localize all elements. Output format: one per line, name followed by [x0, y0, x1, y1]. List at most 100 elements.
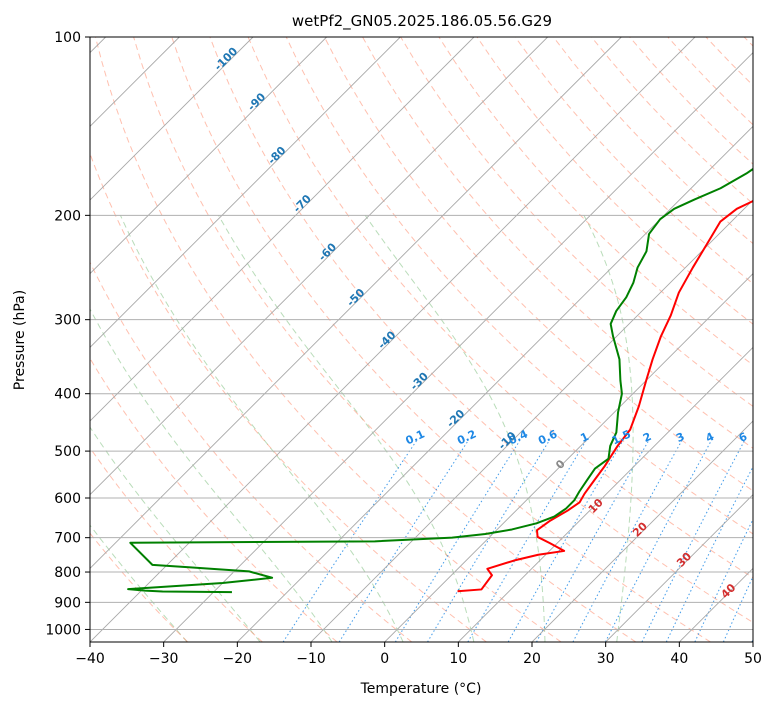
isotherm-line — [90, 37, 254, 201]
dry-adiabat-line — [438, 37, 753, 366]
isotherm-line — [90, 37, 327, 275]
isotherm-line — [90, 37, 548, 496]
dry-adiabat-line — [94, 37, 562, 642]
isotherm-line — [752, 641, 753, 642]
isotherm-label: -30 — [408, 370, 431, 393]
mixing-ratio-line — [641, 440, 745, 642]
mixing-ratio-label: 0.6 — [536, 427, 559, 447]
moist-adiabat-line — [90, 308, 333, 642]
mixing-ratio-line — [467, 440, 587, 642]
mixing-ratio-label: 4 — [704, 430, 717, 445]
dry-adiabat-line — [552, 37, 753, 245]
isotherm-line — [163, 52, 753, 642]
dry-adiabat-line — [171, 37, 711, 642]
isobars — [90, 37, 753, 630]
moist-adiabat-line — [583, 215, 634, 642]
y-tick-label: 500 — [54, 444, 81, 460]
mixing-ratio-label: 8 — [759, 430, 771, 445]
x-tick-label: −40 — [75, 651, 105, 667]
x-tick-label: −30 — [149, 651, 179, 667]
mixing-ratio-line — [572, 440, 683, 642]
dry-adiabat-line — [705, 37, 753, 87]
dry-adiabat-line — [514, 37, 753, 285]
isotherm-line — [90, 37, 401, 348]
isotherm-label: -100 — [212, 44, 241, 73]
zero-label: 0 — [553, 457, 568, 472]
isotherm-line — [531, 420, 753, 642]
y-tick-label: 900 — [54, 595, 81, 611]
moist-adiabat-line — [218, 215, 475, 642]
dry-adiabat-line — [90, 446, 263, 642]
mixing-ratio-label: 2 — [641, 430, 653, 445]
isotherm-label: -20 — [444, 407, 467, 430]
isotherm-line — [90, 37, 622, 569]
plot-area: 0.10.20.40.611.52346810131620253036-100-… — [90, 37, 771, 642]
moist-adiabats — [90, 215, 634, 642]
isotherm-label: -70 — [291, 192, 314, 215]
isotherm-label: -90 — [245, 90, 268, 113]
x-tick-label: 10 — [449, 651, 467, 667]
moist-adiabat-line — [90, 524, 188, 642]
y-tick-label: 800 — [54, 565, 81, 581]
plot-labels: 0.10.20.40.611.52346810131620253036-100-… — [212, 44, 771, 601]
isotherm-line — [90, 37, 696, 642]
wetbulb-label: 30 — [674, 549, 694, 569]
x-tick-label: 0 — [380, 651, 389, 667]
mixing-ratio-label: 0.1 — [404, 427, 427, 447]
mixing-ratio-line — [427, 440, 550, 642]
isotherm-line — [458, 346, 753, 642]
y-tick-label: 1000 — [45, 622, 81, 638]
y-tick-label: 300 — [54, 313, 81, 329]
x-tick-label: −20 — [223, 651, 253, 667]
wetbulb-label: 20 — [630, 519, 650, 539]
y-tick-label: 600 — [54, 491, 81, 507]
dry-adiabat-line — [90, 152, 487, 642]
mixing-ratio-line — [604, 440, 712, 642]
mixing-ratio-line — [536, 440, 650, 642]
moist-adiabat-line — [364, 215, 546, 642]
dry-adiabat-line — [323, 37, 753, 492]
dewpoint-profile — [127, 167, 753, 594]
mixing-ratio-label: 0.2 — [455, 427, 478, 447]
x-axis-ticks: −40 −30 −20 −10 0 10 20 30 40 50 — [75, 642, 762, 667]
dry-adiabat-line — [90, 532, 189, 642]
mixing-ratio-line — [722, 575, 753, 642]
x-tick-label: 20 — [523, 651, 541, 667]
isotherm-line — [237, 125, 753, 642]
isotherm-label: -50 — [344, 286, 367, 309]
dry-adiabat-line — [90, 357, 338, 642]
isotherm-line — [90, 37, 475, 422]
dry-adiabat-line — [90, 261, 413, 642]
isotherm-line — [605, 494, 753, 642]
profiles — [127, 167, 753, 594]
x-tick-label: −10 — [296, 651, 326, 667]
isotherm-line — [384, 273, 753, 642]
dry-adiabat-line — [209, 37, 753, 624]
mixing-ratio-lines — [282, 440, 753, 642]
mixing-ratio-line — [338, 440, 469, 642]
y-axis-ticks: 100 200 300 400 500 600 700 800 900 1000 — [45, 30, 90, 638]
dry-adiabat-line — [743, 37, 753, 47]
moist-adiabat-line — [119, 215, 404, 642]
x-tick-label: 30 — [597, 651, 615, 667]
y-axis-label: Pressure (hPa) — [12, 290, 28, 390]
mixing-ratio-label: 6 — [737, 430, 750, 445]
chart-title: wetPf2_GN05.2025.186.05.56.G29 — [292, 12, 552, 31]
x-tick-label: 50 — [744, 651, 762, 667]
y-tick-label: 400 — [54, 387, 81, 403]
isotherm-line — [679, 567, 753, 642]
mixing-ratio-line — [665, 465, 753, 642]
temperature-profile — [457, 199, 753, 593]
wetbulb-label: 40 — [718, 581, 738, 601]
isotherm-label: -40 — [375, 328, 398, 351]
isotherm-label: -60 — [316, 240, 339, 263]
moist-adiabat-line — [90, 426, 261, 642]
x-axis-label: Temperature (°C) — [360, 681, 482, 697]
y-tick-label: 200 — [54, 208, 81, 224]
mixing-ratio-line — [751, 638, 753, 642]
mixing-ratio-line — [282, 440, 418, 642]
x-tick-label: 40 — [670, 651, 688, 667]
mixing-ratio-line — [394, 440, 521, 642]
mixing-ratio-line — [507, 440, 624, 642]
